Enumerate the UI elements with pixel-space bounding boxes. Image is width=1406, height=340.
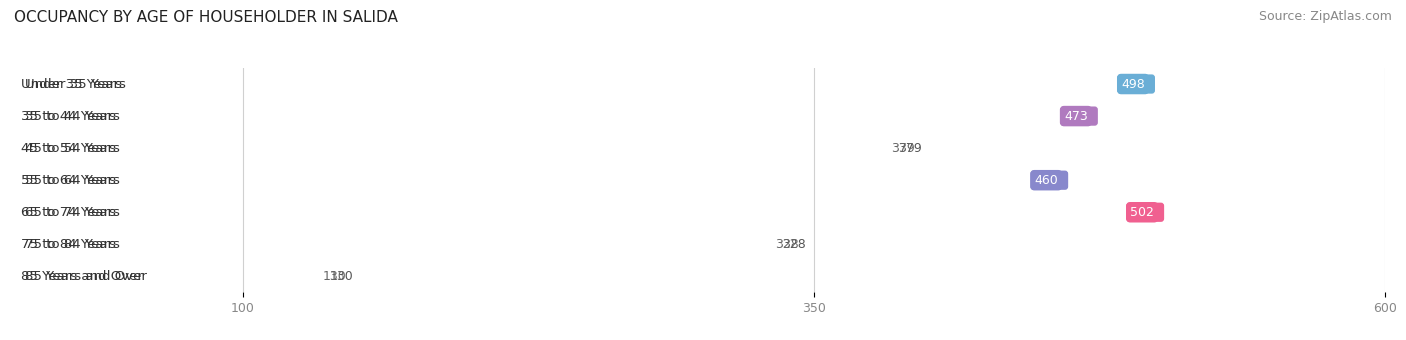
Text: 473: 473 [1063, 109, 1095, 123]
Text: 328: 328 [775, 238, 799, 251]
Text: 55 to 64 Years: 55 to 64 Years [25, 174, 121, 187]
Text: 502: 502 [1130, 206, 1154, 219]
Text: 502: 502 [1129, 206, 1161, 219]
Text: 130: 130 [329, 270, 353, 283]
Text: 498: 498 [1121, 78, 1144, 90]
Text: 498: 498 [1121, 78, 1152, 90]
Text: 65 to 74 Years: 65 to 74 Years [21, 206, 115, 219]
Text: 55 to 64 Years: 55 to 64 Years [21, 174, 115, 187]
Text: 65 to 74 Years: 65 to 74 Years [25, 206, 121, 219]
Text: 130: 130 [322, 270, 346, 283]
Text: 45 to 54 Years: 45 to 54 Years [25, 142, 121, 155]
Text: 473: 473 [1064, 109, 1088, 123]
Text: 85 Years and Over: 85 Years and Over [21, 270, 143, 283]
Text: 45 to 54 Years: 45 to 54 Years [21, 142, 115, 155]
Text: Under 35 Years: Under 35 Years [21, 78, 122, 90]
Text: 460: 460 [1035, 174, 1059, 187]
Text: 460: 460 [1033, 174, 1066, 187]
Text: 379: 379 [891, 142, 915, 155]
Text: Source: ZipAtlas.com: Source: ZipAtlas.com [1258, 10, 1392, 23]
Text: 75 to 84 Years: 75 to 84 Years [25, 238, 121, 251]
Text: 379: 379 [898, 142, 922, 155]
Text: 35 to 44 Years: 35 to 44 Years [25, 109, 121, 123]
Text: OCCUPANCY BY AGE OF HOUSEHOLDER IN SALIDA: OCCUPANCY BY AGE OF HOUSEHOLDER IN SALID… [14, 10, 398, 25]
Text: 75 to 84 Years: 75 to 84 Years [21, 238, 115, 251]
Text: Under 35 Years: Under 35 Years [25, 78, 127, 90]
Text: 35 to 44 Years: 35 to 44 Years [21, 109, 115, 123]
Text: 328: 328 [782, 238, 806, 251]
Text: 85 Years and Over: 85 Years and Over [25, 270, 148, 283]
